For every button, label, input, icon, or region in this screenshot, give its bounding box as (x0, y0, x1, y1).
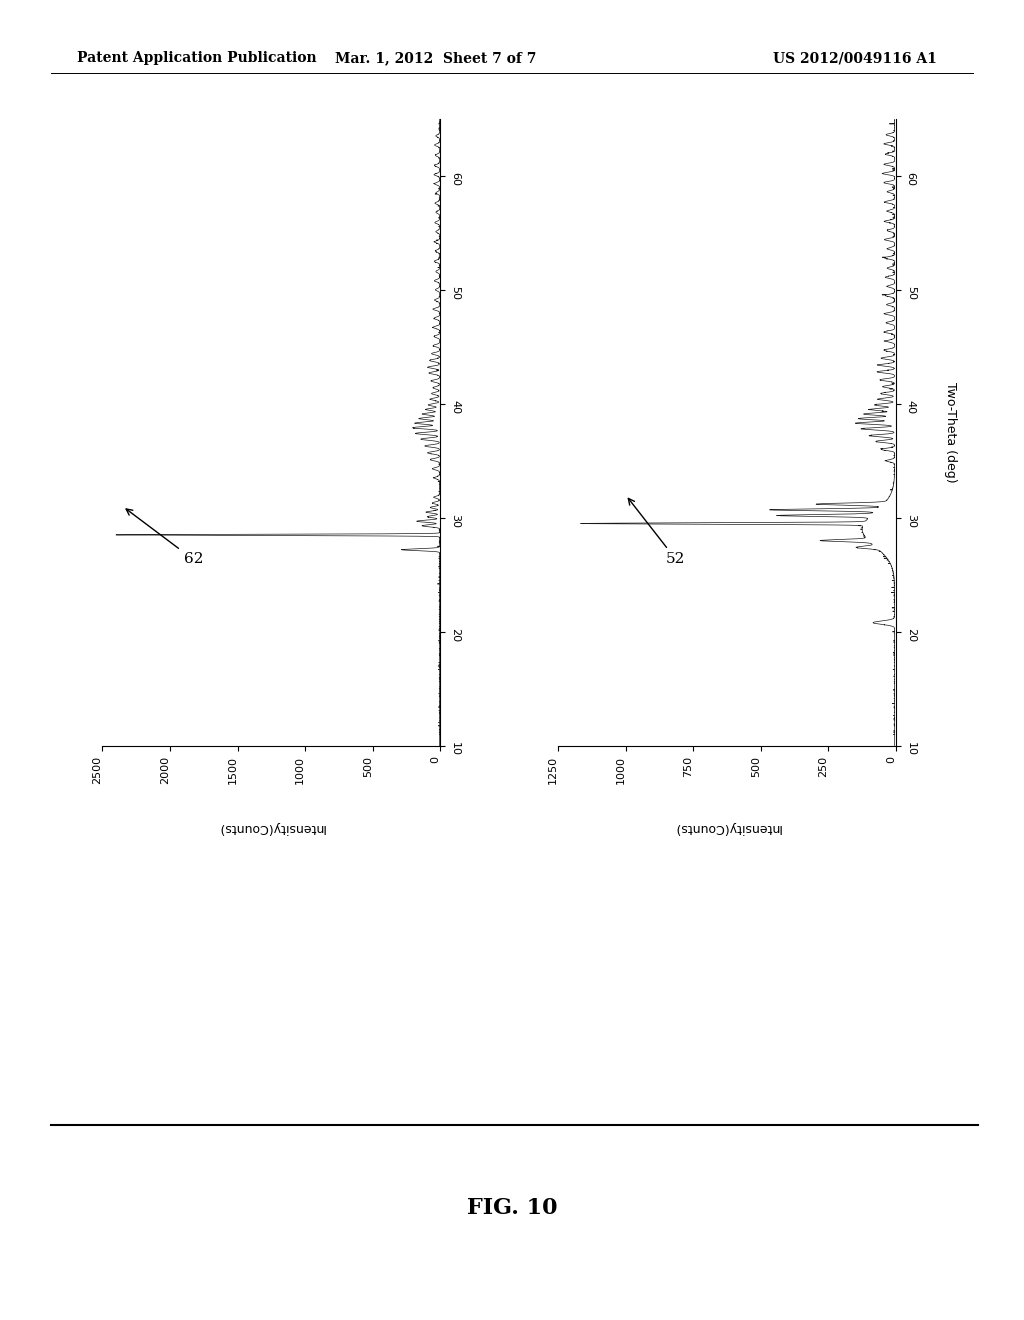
Text: 52: 52 (629, 499, 686, 566)
Text: 62: 62 (126, 510, 203, 566)
X-axis label: Intensity(Counts): Intensity(Counts) (674, 821, 780, 834)
Text: Patent Application Publication: Patent Application Publication (77, 51, 316, 66)
Text: US 2012/0049116 A1: US 2012/0049116 A1 (773, 51, 937, 66)
Text: FIG. 10: FIG. 10 (467, 1197, 557, 1218)
Text: Mar. 1, 2012  Sheet 7 of 7: Mar. 1, 2012 Sheet 7 of 7 (335, 51, 536, 66)
X-axis label: Intensity(Counts): Intensity(Counts) (218, 821, 325, 834)
Y-axis label: Two-Theta (deg): Two-Theta (deg) (944, 381, 956, 483)
